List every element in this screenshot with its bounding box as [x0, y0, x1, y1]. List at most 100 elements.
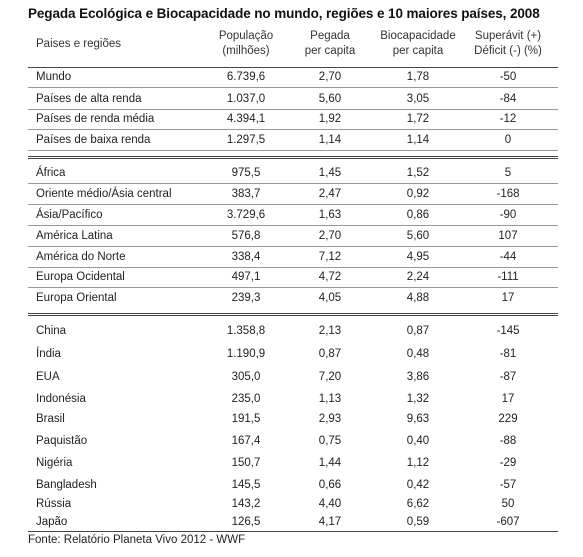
population-cell: 4.394,1 [226, 113, 266, 125]
population-cell: 3.729,6 [226, 209, 266, 221]
table-row: África 975,5 1,45 1,52 5 [28, 164, 558, 183]
header-biocapacity: Biocapacidade per capita [380, 30, 456, 57]
header-surplus-deficit: Superávit (+) Déficit (-) (%) [474, 30, 542, 57]
table-divider [28, 313, 558, 316]
population-cell: 383,7 [231, 188, 261, 200]
population-cell: 1.037,0 [226, 93, 266, 105]
header-population: População (milhões) [218, 30, 274, 57]
table-row: China 1.358,8 2,13 0,87 -145 [28, 322, 558, 341]
population-cell: 338,4 [231, 251, 261, 263]
balance-cell: -12 [499, 113, 517, 125]
table-row: Índia 1.190,9 0,87 0,48 -81 [28, 345, 558, 364]
footprint-cell: 4,17 [318, 516, 342, 528]
population-cell: 126,5 [231, 516, 261, 528]
balance-cell: -44 [499, 251, 517, 263]
biocapacity-cell: 0,92 [406, 188, 430, 200]
biocapacity-cell: 1,52 [406, 167, 430, 179]
population-cell: 1.190,9 [226, 348, 266, 360]
balance-cell: 17 [501, 393, 515, 405]
footprint-cell: 5,60 [318, 93, 342, 105]
biocapacity-cell: 1,72 [406, 113, 430, 125]
footprint-cell: 0,66 [318, 479, 342, 491]
table-divider [28, 531, 558, 532]
biocapacity-cell: 6,62 [406, 498, 430, 510]
table-divider [28, 156, 558, 159]
population-cell: 145,5 [231, 479, 261, 491]
footprint-cell: 4,40 [318, 498, 342, 510]
population-cell: 191,5 [231, 413, 261, 425]
balance-cell: 50 [501, 498, 515, 510]
table-divider [28, 183, 558, 184]
table-row: Países de alta renda 1.037,0 5,60 3,05 -84 [28, 90, 558, 109]
footprint-cell: 1,13 [318, 393, 342, 405]
biocapacity-cell: 0,40 [406, 435, 430, 447]
table-row: Países de baixa renda 1.297,5 1,14 1,14 0 [28, 131, 558, 150]
row-label: Países de alta renda [36, 93, 142, 105]
balance-cell: -29 [499, 457, 517, 469]
balance-cell: -50 [499, 71, 517, 83]
biocapacity-cell: 0,48 [406, 348, 430, 360]
balance-cell: -168 [496, 188, 520, 200]
footprint-cell: 2,13 [318, 325, 342, 337]
biocapacity-cell: 1,78 [406, 71, 430, 83]
biocapacity-cell: 3,05 [406, 93, 430, 105]
biocapacity-cell: 5,60 [406, 230, 430, 242]
row-label: Países de baixa renda [36, 134, 151, 146]
footprint-cell: 2,47 [318, 188, 342, 200]
table-divider [28, 129, 558, 130]
table-row: Brasil 191,5 2,93 9,63 229 [28, 410, 558, 429]
table-row: Bangladesh 145,5 0,66 0,42 -57 [28, 476, 558, 495]
footprint-cell: 2,93 [318, 413, 342, 425]
row-label: Índia [36, 348, 61, 360]
row-label: Nigéria [36, 457, 73, 469]
population-cell: 497,1 [231, 271, 261, 283]
population-cell: 305,0 [231, 371, 261, 383]
table-divider [28, 204, 558, 205]
table-row: Europa Ocidental 497,1 4,72 2,24 -111 [28, 268, 558, 287]
row-label: Rússia [36, 498, 72, 510]
row-label: EUA [36, 371, 60, 383]
balance-cell: -84 [499, 93, 517, 105]
table-divider [28, 267, 558, 268]
balance-cell: 17 [501, 292, 515, 304]
biocapacity-cell: 2,24 [406, 271, 430, 283]
biocapacity-cell: 9,63 [406, 413, 430, 425]
footprint-cell: 0,87 [318, 348, 342, 360]
header-footprint: Pegada per capita [304, 30, 356, 57]
biocapacity-cell: 4,88 [406, 292, 430, 304]
footprint-cell: 1,14 [318, 134, 342, 146]
row-label: Brasil [36, 413, 65, 425]
footprint-cell: 0,75 [318, 435, 342, 447]
population-cell: 167,4 [231, 435, 261, 447]
table-row: Paquistão 167,4 0,75 0,40 -88 [28, 432, 558, 451]
row-label: Europa Oriental [36, 292, 117, 304]
footprint-cell: 4,05 [318, 292, 342, 304]
footprint-cell: 7,20 [318, 371, 342, 383]
population-cell: 1.297,5 [226, 134, 266, 146]
balance-cell: -81 [499, 348, 517, 360]
biocapacity-cell: 1,14 [406, 134, 430, 146]
footprint-cell: 1,45 [318, 167, 342, 179]
row-label: Oriente médio/Ásia central [36, 188, 172, 200]
table-divider [28, 150, 558, 151]
table-row: América do Norte 338,4 7,12 4,95 -44 [28, 248, 558, 267]
population-cell: 235,0 [231, 393, 261, 405]
table-divider [28, 109, 558, 110]
balance-cell: -607 [496, 516, 520, 528]
table-row: Japão 126,5 4,17 0,59 -607 [28, 513, 558, 532]
balance-cell: -87 [499, 371, 517, 383]
balance-cell: -57 [499, 479, 517, 491]
table-title: Pegada Ecológica e Biocapacidade no mund… [28, 6, 540, 21]
footprint-cell: 2,70 [318, 71, 342, 83]
row-label: África [36, 167, 66, 179]
row-label: China [36, 325, 67, 337]
footprint-cell: 2,70 [318, 230, 342, 242]
header-countries: Paises e regiões [36, 38, 122, 50]
table-divider [28, 87, 558, 88]
table-divider [28, 246, 558, 247]
population-cell: 143,2 [231, 498, 261, 510]
row-label: Países de renda média [36, 113, 155, 125]
balance-cell: -145 [496, 325, 520, 337]
table-row: Países de renda média 4.394,1 1,92 1,72 -12 [28, 110, 558, 129]
population-cell: 239,3 [231, 292, 261, 304]
